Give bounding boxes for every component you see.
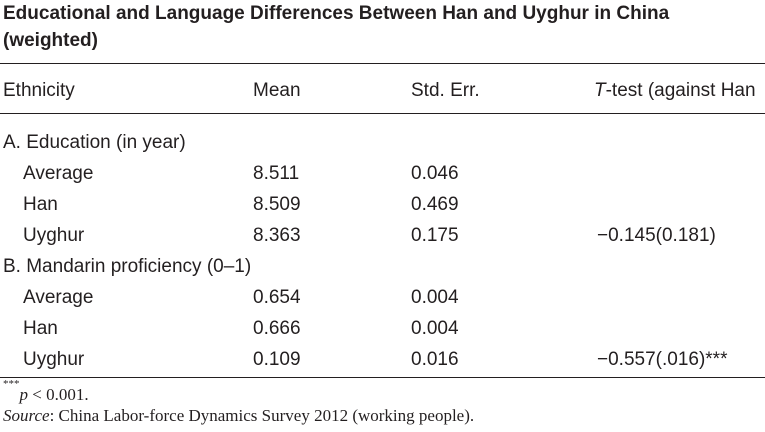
row-label: Uyghur — [23, 349, 85, 370]
row-std-err: 0.175 — [411, 225, 459, 246]
sig-threshold: < 0.001. — [28, 385, 89, 404]
row-std-err: 0.469 — [411, 194, 459, 215]
header-std-err: Std. Err. — [411, 80, 480, 101]
row-mean: 8.511 — [253, 163, 300, 184]
row-std-err: 0.004 — [411, 318, 459, 339]
header-ttest-rest: -test (against Han — [605, 80, 756, 101]
sig-stars: *** — [3, 378, 20, 390]
header-mean: Mean — [253, 80, 301, 101]
row-label: Average — [23, 287, 94, 308]
row-std-err: 0.016 — [411, 349, 459, 370]
row-std-err: 0.004 — [411, 287, 459, 308]
section-heading: B. Mandarin proficiency (0–1) — [3, 256, 252, 277]
row-mean: 8.509 — [253, 194, 301, 215]
row-std-err: 0.046 — [411, 163, 459, 184]
source-label: Source — [3, 406, 50, 425]
sig-p: p — [19, 385, 29, 404]
header-ttest: T-test (against Han — [594, 80, 756, 102]
row-label: Average — [23, 163, 94, 184]
bottom-rule — [0, 377, 765, 378]
row-label: Han — [23, 194, 58, 215]
row-mean: 8.363 — [253, 225, 301, 246]
top-rule — [0, 63, 765, 64]
source-text: : China Labor-force Dynamics Survey 2012… — [49, 406, 475, 425]
header-rule — [0, 113, 765, 114]
header-ttest-t: T — [594, 80, 606, 101]
table-title: Educational and Language Differences Bet… — [3, 3, 670, 51]
row-mean: 0.109 — [253, 349, 301, 370]
row-mean: 0.666 — [253, 318, 301, 339]
row-label: Uyghur — [23, 225, 85, 246]
row-ttest: −0.145(0.181) — [597, 225, 716, 246]
header-ethnicity: Ethnicity — [3, 80, 75, 101]
row-label: Han — [23, 318, 58, 339]
row-ttest: −0.557(.016)*** — [597, 349, 728, 370]
section-heading: A. Education (in year) — [3, 132, 186, 153]
significance-note: ***p < 0.001. — [3, 379, 89, 405]
row-mean: 0.654 — [253, 287, 301, 308]
source-note: Source: China Labor-force Dynamics Surve… — [3, 406, 474, 426]
